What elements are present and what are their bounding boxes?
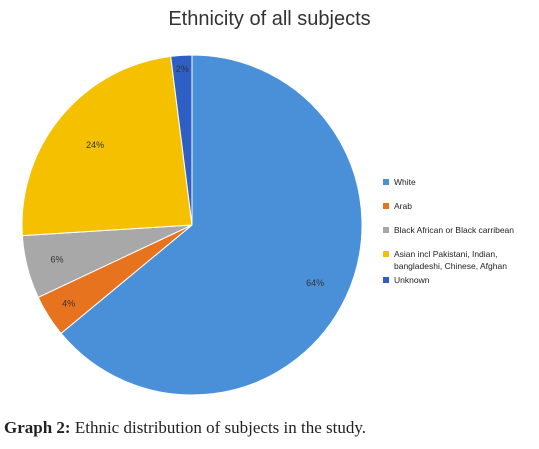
legend-item: Asian incl Pakistani, Indian, bangladeshi… [383, 248, 507, 272]
legend-label: Black African or Black carribean [394, 225, 514, 235]
legend-swatch [383, 277, 389, 283]
legend-label: Arab [394, 201, 412, 211]
slice-data-label: 64% [306, 278, 324, 288]
caption-label: Graph 2: [4, 418, 71, 437]
slice-data-label: 2% [176, 64, 189, 74]
legend-swatch [383, 227, 389, 233]
slice-data-label: 6% [50, 255, 63, 265]
legend-label: White [394, 177, 416, 187]
pie-slice-unknown [170, 54, 193, 226]
chart-title: Ethnicity of all subjects [168, 8, 371, 30]
legend-swatch [383, 179, 389, 185]
slice-data-label: 24% [86, 140, 104, 150]
legend-swatch [383, 203, 389, 209]
legend-label: bangladeshi, Chinese, Afghan [394, 261, 507, 271]
legend-swatch [383, 251, 389, 257]
legend-item: White [383, 176, 416, 188]
pie-slice-asian [21, 55, 193, 237]
legend-item: Arab [383, 200, 412, 212]
caption-text: Ethnic distribution of subjects in the s… [70, 418, 367, 437]
legend-item: Black African or Black carribean [383, 224, 514, 236]
pie-slice-white [60, 54, 363, 396]
legend-item: Unknown [383, 274, 429, 286]
slice-data-label: 4% [62, 298, 75, 308]
legend-label: Unknown [394, 275, 430, 285]
legend-label: Asian incl Pakistani, Indian, [394, 249, 498, 259]
figure-caption: Graph 2: Ethnic distribution of subjects… [4, 418, 366, 438]
